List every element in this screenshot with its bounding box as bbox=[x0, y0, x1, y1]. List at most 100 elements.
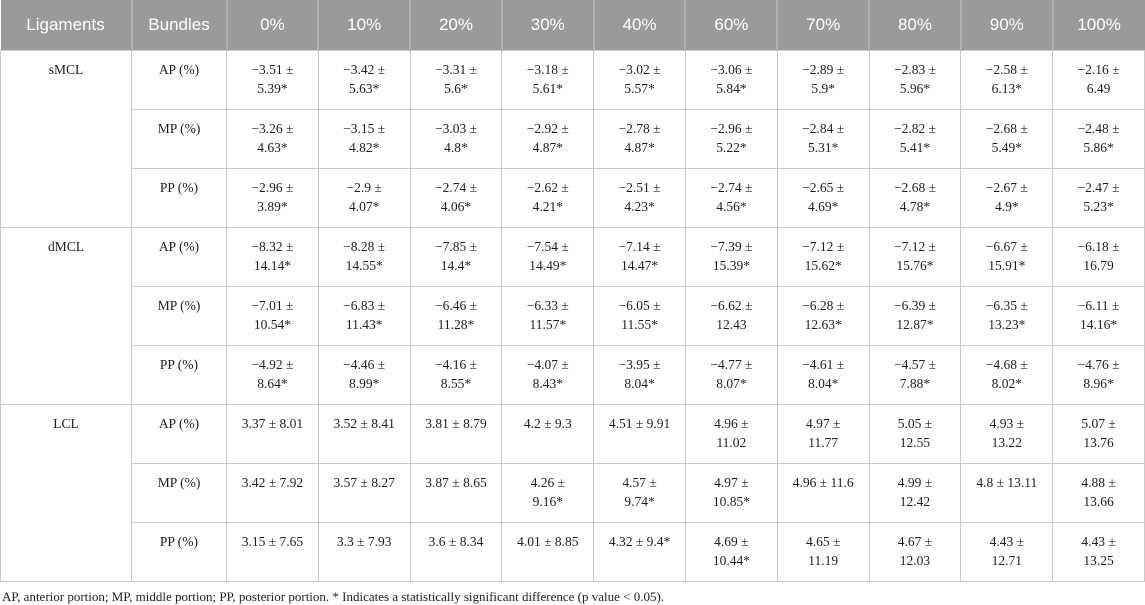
value-cell: −6.46 ± 11.28* bbox=[409, 286, 503, 346]
value-cell: −2.96 ± 3.89* bbox=[226, 168, 319, 228]
value-cell: −2.67 ± 4.9* bbox=[960, 168, 1054, 228]
value-cell: −4.57 ± 7.88* bbox=[868, 345, 962, 405]
ligament-cell-LCL: LCL bbox=[0, 404, 132, 582]
value-cell: 3.37 ± 8.01 bbox=[226, 404, 319, 464]
value-cell: −4.07 ± 8.43* bbox=[501, 345, 595, 405]
value-cell: 4.99 ± 12.42 bbox=[868, 463, 962, 523]
header-phase-100: 100% bbox=[1052, 0, 1145, 51]
value-cell: −8.28 ± 14.55* bbox=[317, 227, 411, 287]
value-cell: 4.51 ± 9.91 bbox=[593, 404, 686, 464]
value-cell: −4.76 ± 8.96* bbox=[1052, 345, 1145, 405]
value-cell: −4.68 ± 8.02* bbox=[960, 345, 1054, 405]
value-cell: −2.9 ± 4.07* bbox=[317, 168, 411, 228]
value-cell: 3.87 ± 8.65 bbox=[409, 463, 503, 523]
value-cell: −2.74 ± 4.56* bbox=[684, 168, 778, 228]
value-cell: −6.83 ± 11.43* bbox=[317, 286, 411, 346]
value-cell: 3.3 ± 7.93 bbox=[317, 522, 411, 582]
bundle-cell: PP (%) bbox=[131, 168, 227, 228]
value-cell: 3.42 ± 7.92 bbox=[226, 463, 319, 523]
value-cell: −4.92 ± 8.64* bbox=[226, 345, 319, 405]
bundle-cell: PP (%) bbox=[131, 522, 227, 582]
value-cell: 4.96 ± 11.6 bbox=[776, 463, 870, 523]
header-phase-60: 60% bbox=[685, 0, 779, 51]
value-cell: −3.26 ± 4.63* bbox=[226, 109, 319, 169]
bundle-cell: MP (%) bbox=[131, 109, 227, 169]
value-cell: 3.15 ± 7.65 bbox=[226, 522, 319, 582]
value-cell: −3.31 ± 5.6* bbox=[409, 50, 503, 110]
value-cell: −3.02 ± 5.57* bbox=[593, 50, 686, 110]
value-cell: −6.28 ± 12.63* bbox=[776, 286, 870, 346]
value-cell: −2.96 ± 5.22* bbox=[684, 109, 778, 169]
header-phase-30: 30% bbox=[501, 0, 595, 51]
ligament-cell-sMCL: sMCL bbox=[0, 50, 132, 228]
table-header-row: Ligaments Bundles 0% 10% 20% 30% 40% 60% 70% 80% 9… bbox=[0, 0, 1145, 51]
value-cell: 3.81 ± 8.79 bbox=[409, 404, 503, 464]
bundle-cell: AP (%) bbox=[131, 404, 227, 464]
value-cell: 4.8 ± 13.11 bbox=[960, 463, 1054, 523]
value-cell: −6.62 ± 12.43 bbox=[684, 286, 778, 346]
value-cell: 4.93 ± 13.22 bbox=[960, 404, 1054, 464]
value-cell: −2.68 ± 4.78* bbox=[868, 168, 962, 228]
value-cell: −2.89 ± 5.9* bbox=[776, 50, 870, 110]
value-cell: −2.83 ± 5.96* bbox=[868, 50, 962, 110]
value-cell: −2.48 ± 5.86* bbox=[1052, 109, 1145, 169]
value-cell: 4.88 ± 13.66 bbox=[1052, 463, 1145, 523]
header-phase-40: 40% bbox=[593, 0, 687, 51]
header-phase-90: 90% bbox=[960, 0, 1054, 51]
value-cell: −2.62 ± 4.21* bbox=[501, 168, 595, 228]
value-cell: 3.6 ± 8.34 bbox=[409, 522, 503, 582]
value-cell: −2.47 ± 5.23* bbox=[1052, 168, 1145, 228]
value-cell: −7.14 ± 14.47* bbox=[593, 227, 686, 287]
value-cell: −4.61 ± 8.04* bbox=[776, 345, 870, 405]
table-row-sMCL-AP: sMCL AP (%) −3.51 ± 5.39* −3.42 ± 5.63* −3.3… bbox=[0, 50, 1145, 228]
value-cell: 4.43 ± 13.25 bbox=[1052, 522, 1145, 582]
value-cell: −6.05 ± 11.55* bbox=[593, 286, 686, 346]
value-cell: 3.52 ± 8.41 bbox=[317, 404, 411, 464]
table-row-LCL-AP: LCL AP (%) 3.37 ± 8.01 3.52 ± 8.41 3.81 ± 8.… bbox=[0, 404, 1145, 582]
value-cell: 4.57 ± 9.74* bbox=[593, 463, 686, 523]
table-row-dMCL-AP: dMCL AP (%) −8.32 ± 14.14* −8.28 ± 14.55* −7… bbox=[0, 227, 1145, 405]
value-cell: −6.67 ± 15.91* bbox=[960, 227, 1054, 287]
value-cell: −3.95 ± 8.04* bbox=[593, 345, 686, 405]
value-cell: −7.12 ± 15.76* bbox=[868, 227, 962, 287]
value-cell: −7.39 ± 15.39* bbox=[684, 227, 778, 287]
value-cell: 4.26 ± 9.16* bbox=[501, 463, 595, 523]
value-cell: −4.16 ± 8.55* bbox=[409, 345, 503, 405]
value-cell: −3.42 ± 5.63* bbox=[317, 50, 411, 110]
value-cell: −2.58 ± 6.13* bbox=[960, 50, 1054, 110]
value-cell: 5.07 ± 13.76 bbox=[1052, 404, 1145, 464]
value-cell: −7.54 ± 14.49* bbox=[501, 227, 595, 287]
value-cell: −2.16 ± 6.49 bbox=[1052, 50, 1145, 110]
value-cell: −3.18 ± 5.61* bbox=[501, 50, 595, 110]
value-cell: −2.84 ± 5.31* bbox=[776, 109, 870, 169]
value-cell: −8.32 ± 14.14* bbox=[226, 227, 319, 287]
value-cell: 4.2 ± 9.3 bbox=[501, 404, 595, 464]
value-cell: −6.35 ± 13.23* bbox=[960, 286, 1054, 346]
value-cell: 4.43 ± 12.71 bbox=[960, 522, 1054, 582]
value-cell: 4.67 ± 12.03 bbox=[868, 522, 962, 582]
table-row-dMCL-MP: MP (%) −7.01 ± 10.54* −6.83 ± 11.43* −6.46 … bbox=[1, 286, 1145, 346]
table-head: Ligaments Bundles 0% 10% 20% 30% 40% 60% 70% 80% 9… bbox=[0, 0, 1145, 51]
value-cell: 4.65 ± 11.19 bbox=[776, 522, 870, 582]
value-cell: −3.06 ± 5.84* bbox=[684, 50, 778, 110]
bundle-cell: PP (%) bbox=[131, 345, 227, 405]
header-phase-80: 80% bbox=[869, 0, 962, 51]
value-cell: 4.01 ± 8.85 bbox=[501, 522, 595, 582]
header-ligaments: Ligaments bbox=[0, 0, 133, 51]
value-cell: −3.03 ± 4.8* bbox=[409, 109, 503, 169]
value-cell: −3.15 ± 4.82* bbox=[317, 109, 411, 169]
value-cell: 4.69 ± 10.44* bbox=[684, 522, 778, 582]
value-cell: −4.77 ± 8.07* bbox=[684, 345, 778, 405]
value-cell: −7.12 ± 15.62* bbox=[776, 227, 870, 287]
table-row-sMCL-PP: PP (%) −2.96 ± 3.89* −2.9 ± 4.07* −2.74 ± 4… bbox=[1, 168, 1145, 228]
value-cell: −6.11 ± 14.16* bbox=[1052, 286, 1145, 346]
value-cell: −2.78 ± 4.87* bbox=[593, 109, 686, 169]
value-cell: −3.51 ± 5.39* bbox=[226, 50, 319, 110]
table-row-dMCL-PP: PP (%) −4.92 ± 8.64* −4.46 ± 8.99* −4.16 ± … bbox=[1, 345, 1145, 405]
value-cell: 4.97 ± 10.85* bbox=[684, 463, 778, 523]
header-phase-10: 10% bbox=[318, 0, 412, 51]
bundle-cell: AP (%) bbox=[131, 227, 227, 287]
bundle-cell: MP (%) bbox=[131, 286, 227, 346]
value-cell: −4.46 ± 8.99* bbox=[317, 345, 411, 405]
